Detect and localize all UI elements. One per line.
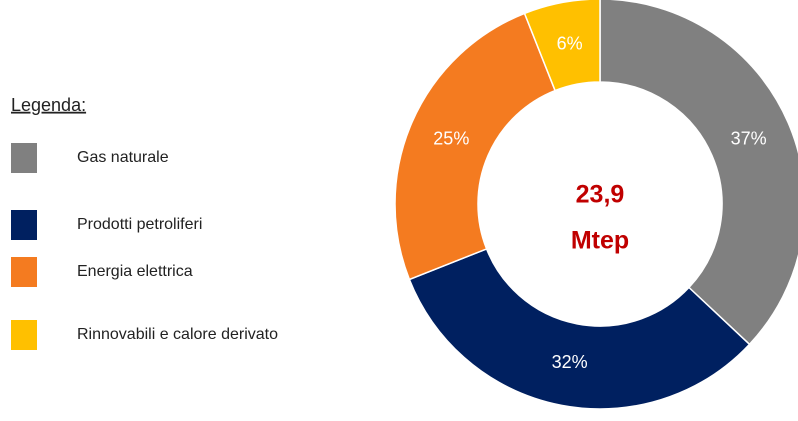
legend-swatch [11,143,37,173]
data-label: 25% [433,128,469,148]
center-label: 23,9 [576,181,625,209]
legend-swatch [11,320,37,350]
data-label: 6% [557,34,583,54]
center-label: Mtep [571,227,629,255]
legend-swatch [11,257,37,287]
legend-swatch [11,210,37,240]
data-label: 32% [552,352,588,372]
donut-segment [394,12,557,281]
donut-segment [599,0,798,346]
data-label: 37% [731,128,767,148]
legend-label: Rinnovabili e calore derivato [77,326,278,343]
legend-label: Gas naturale [77,149,169,166]
legend-label: Prodotti petroliferi [77,216,202,233]
legend-title: Legenda: [11,95,86,115]
donut-segment [523,0,601,92]
legend-label: Energia elettrica [77,263,193,280]
donut-segment [408,247,751,410]
